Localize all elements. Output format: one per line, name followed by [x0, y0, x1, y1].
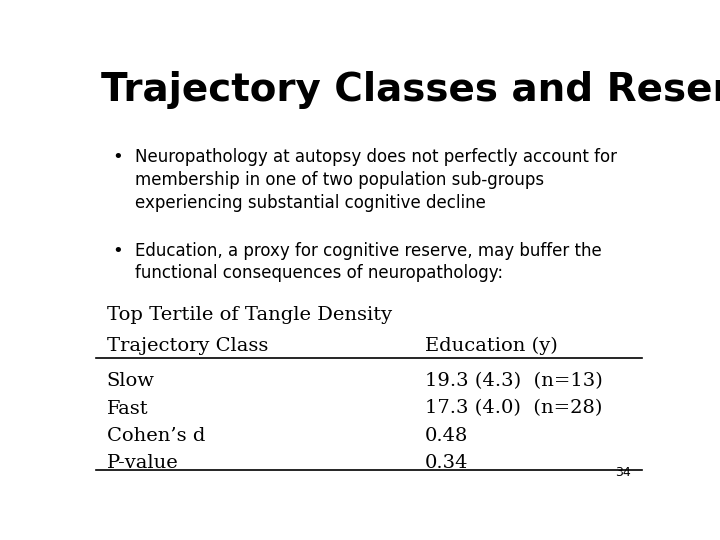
Text: Top Tertile of Tangle Density: Top Tertile of Tangle Density — [107, 306, 392, 324]
Text: •: • — [112, 148, 123, 166]
Text: Neuropathology at autopsy does not perfectly account for
membership in one of tw: Neuropathology at autopsy does not perfe… — [135, 148, 616, 212]
Text: Fast: Fast — [107, 400, 148, 417]
Text: 0.34: 0.34 — [425, 454, 468, 471]
Text: 0.48: 0.48 — [425, 427, 468, 444]
Text: Slow: Slow — [107, 373, 155, 390]
Text: Trajectory Classes and Reserve: Trajectory Classes and Reserve — [101, 71, 720, 109]
Text: 19.3 (4.3)  (n=13): 19.3 (4.3) (n=13) — [425, 373, 603, 390]
Text: Education (y): Education (y) — [425, 337, 557, 355]
Text: •: • — [112, 241, 123, 260]
Text: Trajectory Class: Trajectory Class — [107, 337, 268, 355]
Text: Cohen’s d: Cohen’s d — [107, 427, 205, 444]
Text: Education, a proxy for cognitive reserve, may buffer the
functional consequences: Education, a proxy for cognitive reserve… — [135, 241, 601, 282]
Text: 17.3 (4.0)  (n=28): 17.3 (4.0) (n=28) — [425, 400, 602, 417]
Text: 34: 34 — [616, 465, 631, 478]
Text: P-value: P-value — [107, 454, 179, 471]
